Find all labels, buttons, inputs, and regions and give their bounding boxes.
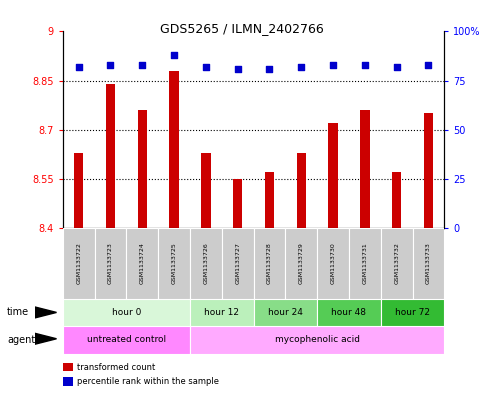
- Text: GSM1133732: GSM1133732: [394, 242, 399, 284]
- Text: GSM1133733: GSM1133733: [426, 242, 431, 284]
- Bar: [392, 172, 401, 228]
- Point: [139, 62, 146, 68]
- Text: GDS5265 / ILMN_2402766: GDS5265 / ILMN_2402766: [159, 22, 324, 35]
- Bar: [285, 228, 317, 299]
- Text: untreated control: untreated control: [87, 336, 166, 344]
- Text: percentile rank within the sample: percentile rank within the sample: [77, 377, 219, 386]
- Text: mycophenolic acid: mycophenolic acid: [275, 336, 360, 344]
- Bar: [222, 228, 254, 299]
- Text: GSM1133722: GSM1133722: [76, 242, 81, 284]
- Text: GSM1133730: GSM1133730: [330, 242, 336, 284]
- Bar: [349, 228, 381, 299]
- Bar: [297, 152, 306, 228]
- Text: GSM1133726: GSM1133726: [203, 242, 208, 284]
- Text: GSM1133731: GSM1133731: [362, 242, 368, 284]
- Bar: [317, 228, 349, 299]
- Text: GSM1133724: GSM1133724: [140, 242, 145, 284]
- Point: [107, 62, 114, 68]
- Bar: [381, 228, 412, 299]
- Bar: [63, 299, 190, 326]
- Bar: [424, 113, 433, 228]
- Bar: [254, 228, 285, 299]
- Bar: [190, 326, 444, 354]
- Bar: [201, 152, 211, 228]
- Point: [329, 62, 337, 68]
- Bar: [381, 299, 444, 326]
- Text: hour 72: hour 72: [395, 308, 430, 317]
- Bar: [74, 152, 84, 228]
- Bar: [106, 84, 115, 228]
- Text: GSM1133723: GSM1133723: [108, 242, 113, 284]
- Point: [425, 62, 432, 68]
- Bar: [360, 110, 369, 228]
- Bar: [328, 123, 338, 228]
- Bar: [138, 110, 147, 228]
- Point: [266, 66, 273, 72]
- Point: [393, 64, 400, 70]
- Text: GSM1133729: GSM1133729: [299, 242, 304, 284]
- Point: [298, 64, 305, 70]
- Text: hour 24: hour 24: [268, 308, 303, 317]
- Polygon shape: [35, 307, 57, 318]
- Point: [361, 62, 369, 68]
- Point: [202, 64, 210, 70]
- Text: hour 12: hour 12: [204, 308, 239, 317]
- Bar: [63, 326, 190, 354]
- Point: [75, 64, 83, 70]
- Bar: [63, 228, 95, 299]
- Text: time: time: [7, 307, 29, 318]
- Polygon shape: [35, 333, 57, 344]
- Bar: [127, 228, 158, 299]
- Point: [234, 66, 242, 72]
- Bar: [265, 172, 274, 228]
- Text: hour 0: hour 0: [112, 308, 141, 317]
- Text: hour 48: hour 48: [331, 308, 367, 317]
- Bar: [190, 299, 254, 326]
- Bar: [95, 228, 127, 299]
- Bar: [190, 228, 222, 299]
- Bar: [170, 71, 179, 228]
- Text: GSM1133725: GSM1133725: [171, 242, 177, 284]
- Text: transformed count: transformed count: [77, 363, 156, 371]
- Text: GSM1133728: GSM1133728: [267, 242, 272, 284]
- Bar: [233, 179, 242, 228]
- Text: agent: agent: [7, 335, 35, 345]
- Bar: [317, 299, 381, 326]
- Bar: [254, 299, 317, 326]
- Point: [170, 52, 178, 58]
- Text: GSM1133727: GSM1133727: [235, 242, 240, 284]
- Bar: [158, 228, 190, 299]
- Bar: [412, 228, 444, 299]
